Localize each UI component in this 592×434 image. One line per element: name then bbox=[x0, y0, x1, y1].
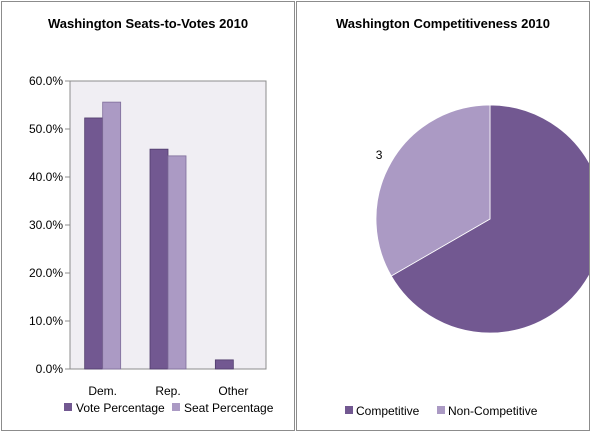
pie-chart-title: Washington Competitiveness 2010 bbox=[335, 16, 551, 31]
y-tick-label: 60.0% bbox=[29, 74, 63, 88]
y-tick-label: 50.0% bbox=[29, 122, 63, 136]
bar-vote bbox=[214, 359, 234, 370]
legend-label: Vote Percentage bbox=[76, 401, 165, 415]
legend-swatch bbox=[172, 403, 180, 411]
seats-votes-chart-panel: Washington Seats-to-Votes 2010 0.0% 10.0%… bbox=[1, 1, 295, 431]
legend-label: Competitive bbox=[356, 404, 420, 418]
legend-label: Non-Competitive bbox=[448, 404, 538, 418]
legend-swatch bbox=[437, 406, 445, 414]
pie-slice-non-competitive bbox=[375, 104, 491, 277]
x-category-label: Dem. bbox=[88, 384, 117, 398]
x-category-label: Other bbox=[218, 384, 248, 398]
y-tick-label: 30.0% bbox=[29, 218, 63, 232]
x-category-label: Rep. bbox=[155, 384, 180, 398]
legend-swatch bbox=[345, 406, 353, 414]
legend-label: Seat Percentage bbox=[184, 401, 274, 415]
pie-chart: 63CompetitiveNon-Competitive bbox=[345, 104, 589, 418]
bar-vote bbox=[84, 117, 104, 370]
y-tick-label: 0.0% bbox=[36, 362, 64, 376]
legend-swatch bbox=[64, 403, 72, 411]
y-tick-label: 20.0% bbox=[29, 266, 63, 280]
y-tick-label: 40.0% bbox=[29, 170, 63, 184]
competitiveness-chart-panel: Washington Competitiveness 2010 63Compet… bbox=[296, 1, 590, 431]
bar-chart: 0.0% 10.0% 20.0% 30.0% 40.0% 50.0% 60.0% Dem. Re… bbox=[29, 74, 274, 415]
bar-vote bbox=[149, 148, 169, 370]
bar-seat bbox=[167, 155, 187, 370]
y-tick-label: 10.0% bbox=[29, 314, 63, 328]
bar-chart-title: Washington Seats-to-Votes 2010 bbox=[47, 16, 249, 31]
bar-seat bbox=[102, 101, 122, 370]
pie-data-label: 3 bbox=[376, 148, 383, 162]
